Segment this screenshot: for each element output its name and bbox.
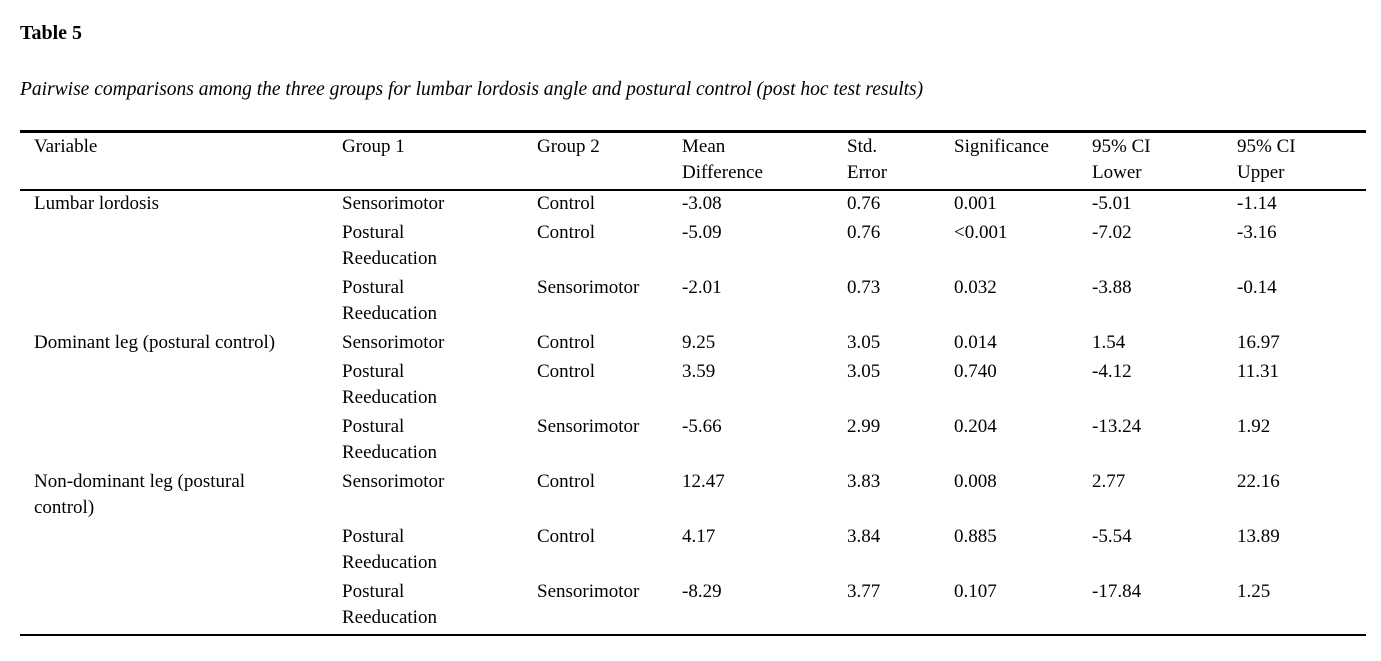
- cell-ci-lower: -7.02: [1092, 222, 1132, 243]
- cell-mean-difference: -8.29: [682, 581, 722, 602]
- col-header-significance: Significance: [954, 136, 1049, 157]
- cell-ci-upper: 1.25: [1237, 581, 1271, 602]
- cell-std-error: 3.77: [847, 581, 881, 602]
- cell-group1: Postural Reeducation: [342, 526, 437, 573]
- cell-mean-difference: -2.01: [682, 277, 722, 298]
- cell-ci-lower: -13.24: [1092, 416, 1142, 437]
- table-number: Table 5: [20, 22, 83, 44]
- cell-variable: Dominant leg (postural control): [34, 332, 276, 353]
- table-row: Postural Reeducation Control 3.59 3.05 0…: [20, 359, 1366, 414]
- cell-significance: 0.032: [954, 277, 997, 298]
- cell-std-error: 0.76: [847, 222, 881, 243]
- cell-group1: Postural Reeducation: [342, 277, 437, 324]
- cell-group1: Postural Reeducation: [342, 581, 437, 628]
- cell-group2: Sensorimotor: [537, 277, 640, 298]
- cell-significance: 0.204: [954, 416, 997, 437]
- cell-significance: 0.014: [954, 332, 997, 353]
- cell-ci-upper: 22.16: [1237, 471, 1280, 492]
- cell-ci-upper: -0.14: [1237, 277, 1277, 298]
- col-header-variable: Variable: [34, 136, 98, 157]
- col-header-group1: Group 1: [342, 136, 405, 157]
- cell-group2: Control: [537, 526, 596, 547]
- cell-ci-upper: -1.14: [1237, 193, 1277, 214]
- table-row: Postural Reeducation Sensorimotor -8.29 …: [20, 579, 1366, 635]
- cell-mean-difference: 3.59: [682, 361, 716, 382]
- cell-variable: [20, 414, 328, 469]
- cell-group1: Postural Reeducation: [342, 222, 437, 269]
- cell-significance: 0.107: [954, 581, 997, 602]
- cell-std-error: 0.76: [847, 193, 881, 214]
- cell-significance: 0.001: [954, 193, 997, 214]
- cell-ci-lower: -4.12: [1092, 361, 1132, 382]
- cell-group2: Sensorimotor: [537, 581, 640, 602]
- cell-variable: [20, 359, 328, 414]
- col-header-ci-upper: 95% CI Upper: [1237, 136, 1296, 183]
- col-header-group2: Group 2: [537, 136, 600, 157]
- cell-ci-upper: -3.16: [1237, 222, 1277, 243]
- cell-group2: Control: [537, 193, 596, 214]
- cell-ci-lower: -5.01: [1092, 193, 1132, 214]
- cell-group1: Sensorimotor: [342, 193, 445, 214]
- cell-ci-lower: -3.88: [1092, 277, 1132, 298]
- cell-group2: Control: [537, 332, 596, 353]
- cell-group2: Control: [537, 471, 596, 492]
- cell-ci-lower: 2.77: [1092, 471, 1126, 492]
- cell-variable: [20, 524, 328, 579]
- cell-significance: <0.001: [954, 222, 1008, 243]
- cell-group2: Sensorimotor: [537, 416, 640, 437]
- cell-ci-lower: 1.54: [1092, 332, 1126, 353]
- table-row: Postural Reeducation Control -5.09 0.76 …: [20, 220, 1366, 275]
- cell-group2: Control: [537, 361, 596, 382]
- cell-significance: 0.740: [954, 361, 997, 382]
- cell-ci-lower: -5.54: [1092, 526, 1132, 547]
- table-row: Postural Reeducation Sensorimotor -2.01 …: [20, 275, 1366, 330]
- pairwise-comparisons-table: Variable Group 1 Group 2 Mean Difference…: [20, 130, 1366, 636]
- cell-ci-upper: 13.89: [1237, 526, 1280, 547]
- table-row: Dominant leg (postural control) Sensorim…: [20, 330, 1366, 359]
- cell-mean-difference: 9.25: [682, 332, 716, 353]
- cell-variable: [20, 220, 328, 275]
- table-caption: Pairwise comparisons among the three gro…: [20, 79, 924, 100]
- cell-mean-difference: -5.09: [682, 222, 722, 243]
- col-header-ci-lower: 95% CI Lower: [1092, 136, 1151, 183]
- table-row: Postural Reeducation Control 4.17 3.84 0…: [20, 524, 1366, 579]
- table-row: Lumbar lordosis Sensorimotor Control -3.…: [20, 190, 1366, 220]
- cell-std-error: 3.83: [847, 471, 881, 492]
- cell-ci-upper: 11.31: [1237, 361, 1280, 382]
- cell-group1: Postural Reeducation: [342, 416, 437, 463]
- cell-mean-difference: 4.17: [682, 526, 716, 547]
- cell-significance: 0.885: [954, 526, 997, 547]
- cell-variable: Non-dominant leg (postural control): [34, 471, 246, 518]
- cell-group1: Postural Reeducation: [342, 361, 437, 408]
- cell-variable: [20, 275, 328, 330]
- header-row: Variable Group 1 Group 2 Mean Difference…: [20, 132, 1366, 190]
- cell-ci-upper: 1.92: [1237, 416, 1271, 437]
- col-header-mean-difference: Mean Difference: [682, 136, 763, 183]
- cell-significance: 0.008: [954, 471, 997, 492]
- cell-variable: [20, 579, 328, 635]
- cell-std-error: 3.84: [847, 526, 881, 547]
- cell-std-error: 3.05: [847, 361, 881, 382]
- cell-group1: Sensorimotor: [342, 332, 445, 353]
- cell-mean-difference: -5.66: [682, 416, 722, 437]
- table-row: Postural Reeducation Sensorimotor -5.66 …: [20, 414, 1366, 469]
- col-header-std-error: Std. Error: [847, 136, 888, 183]
- cell-variable: Lumbar lordosis: [34, 193, 160, 214]
- cell-group2: Control: [537, 222, 596, 243]
- cell-ci-upper: 16.97: [1237, 332, 1280, 353]
- cell-std-error: 0.73: [847, 277, 881, 298]
- cell-mean-difference: 12.47: [682, 471, 725, 492]
- cell-mean-difference: -3.08: [682, 193, 722, 214]
- cell-std-error: 3.05: [847, 332, 881, 353]
- cell-std-error: 2.99: [847, 416, 881, 437]
- table-row: Non-dominant leg (postural control) Sens…: [20, 469, 1366, 524]
- cell-ci-lower: -17.84: [1092, 581, 1142, 602]
- cell-group1: Sensorimotor: [342, 471, 445, 492]
